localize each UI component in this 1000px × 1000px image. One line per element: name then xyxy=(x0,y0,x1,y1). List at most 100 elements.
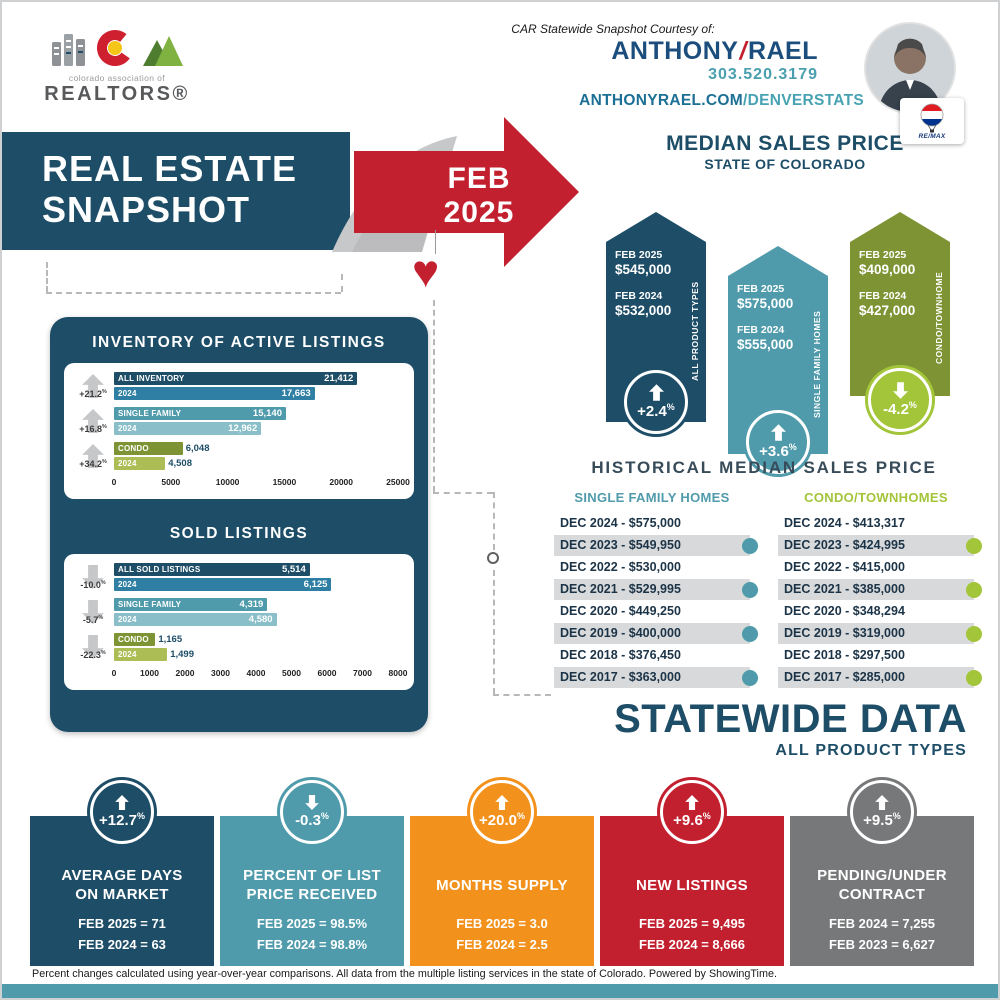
stat-card: +12.7% AVERAGE DAYS ON MARKET FEB 2025 = 71… xyxy=(30,780,214,966)
stat-title: NEW LISTINGS xyxy=(606,866,778,906)
history-row: DEC 2018 - $297,500 xyxy=(784,648,905,662)
axis-tick-label: 10000 xyxy=(215,477,240,487)
dot-icon xyxy=(742,669,758,686)
statewide-heading: STATEWIDE DATA ALL PRODUCT TYPES xyxy=(547,698,967,760)
axis-tick-label: 3000 xyxy=(211,668,230,678)
yoy-change-circle: -4.2% xyxy=(868,368,932,432)
bar-row: SINGLE FAMILY 4,319 xyxy=(114,598,398,611)
history-row: DEC 2022 - $415,000 xyxy=(784,560,905,574)
bar-value: 15,140 xyxy=(252,408,282,419)
axis-tick-label: 4000 xyxy=(246,668,266,678)
remax-label: RE/MAX xyxy=(918,132,946,140)
bar-row: SINGLE FAMILY 15,140 xyxy=(114,407,398,420)
bar-value: 5,514 xyxy=(281,564,306,575)
bar-prior-year: 2024 6,125 xyxy=(114,578,332,591)
bar-value: 6,125 xyxy=(303,579,328,590)
bar-label: ALL INVENTORY xyxy=(118,374,185,383)
history-row: DEC 2021 - $385,000 xyxy=(778,579,982,600)
dashed-connector xyxy=(493,570,495,694)
stat-title-line: ON MARKET xyxy=(75,886,169,903)
percent-change: +9.5% xyxy=(863,811,901,829)
bar-pair: SINGLE FAMILY 15,140 2024 12,962 xyxy=(114,407,398,435)
ribbon-category-label: SINGLE FAMILY HOMES xyxy=(812,310,822,418)
bar-prior-year: 2024 xyxy=(114,457,166,470)
dot-icon xyxy=(742,625,758,642)
percent-change: +3.6% xyxy=(759,442,797,460)
stat-value: FEB 2024 = 98.8% xyxy=(256,936,368,952)
axis-tick-label: 8000 xyxy=(388,668,408,678)
connector-dot xyxy=(487,552,499,564)
listings-charts-box: INVENTORY OF ACTIVE LISTINGS +21.2% ALL I… xyxy=(50,317,428,732)
up-arrow-icon xyxy=(648,384,664,401)
ribbon-category-label: ALL PRODUCT TYPES xyxy=(690,281,700,381)
bar-current-year: SINGLE FAMILY 15,140 xyxy=(114,407,286,420)
chart-group: +34.2% CONDO 6,048 2024 4,508 xyxy=(72,442,398,470)
footnote: Percent changes calculated using year-ov… xyxy=(32,968,777,980)
yoy-change-badge: -22.3% xyxy=(72,634,114,660)
yoy-change-circle: +3.6% xyxy=(746,410,810,474)
page-title: REAL ESTATE SNAPSHOT xyxy=(2,132,350,231)
title-banner: REAL ESTATE SNAPSHOT xyxy=(2,132,350,250)
stat-title-line: MONTHS SUPPLY xyxy=(436,876,568,894)
up-arrow-icon xyxy=(82,373,104,398)
stat-value: FEB 2024 = 7,255 xyxy=(829,916,935,931)
stat-card: -0.3% PERCENT OF LIST PRICE RECEIVED FEB 20… xyxy=(220,780,404,966)
bar-current-year: SINGLE FAMILY 4,319 xyxy=(114,598,268,611)
bar-row: 2024 17,663 xyxy=(114,387,398,400)
sold-chart-title: SOLD LISTINGS xyxy=(169,525,309,542)
axis-tick-label: 0 xyxy=(111,477,117,487)
stat-values: FEB 2025 = 98.5% FEB 2024 = 98.8% xyxy=(226,914,398,956)
dot-icon xyxy=(966,669,982,686)
person-silhouette-icon xyxy=(866,24,954,112)
bar-prior-year: 2024 xyxy=(114,648,168,661)
bar-row: 2024 1,499 xyxy=(114,648,398,661)
down-arrow-icon xyxy=(82,564,104,589)
dot-icon xyxy=(966,581,982,598)
axis-tick-label: 1000 xyxy=(140,668,159,678)
down-arrow-icon xyxy=(82,599,104,624)
agent-website: ANTHONYRAEL.COM/DENVERSTATS xyxy=(472,92,864,110)
report-year: 2025 xyxy=(443,195,515,229)
stat-cards-row: +12.7% AVERAGE DAYS ON MARKET FEB 2025 = 71… xyxy=(30,780,974,966)
stat-value: FEB 2024 = 63 xyxy=(78,936,166,952)
yoy-change-badge: +34.2% xyxy=(72,443,114,469)
dot-icon xyxy=(966,537,982,554)
bar-label: 2024 xyxy=(118,615,137,624)
percent-change: +2.4% xyxy=(637,402,675,420)
bar-current-year: CONDO xyxy=(114,633,156,646)
history-row: DEC 2017 - $285,000 xyxy=(778,667,982,688)
yoy-change-circle: -0.3% xyxy=(280,780,344,844)
bar-label: 2024 xyxy=(118,580,137,589)
bar-value: 6,048 xyxy=(185,443,210,454)
period-label: FEB 2025 xyxy=(737,283,785,295)
stat-value: FEB 2024 = 2.5 xyxy=(456,936,548,952)
yoy-change-value: +21.2% xyxy=(79,388,107,399)
stat-value: FEB 2025 = 71 xyxy=(78,916,166,931)
dashed-connector xyxy=(493,492,495,550)
bar-value: 4,580 xyxy=(248,614,273,625)
bar-label: SINGLE FAMILY xyxy=(118,409,182,418)
up-arrow-icon xyxy=(875,795,889,810)
agent-contact-block: CAR Statewide Snapshot Courtesy of: ANTH… xyxy=(472,22,864,110)
bar-row: ALL SOLD LISTINGS 5,514 xyxy=(114,563,398,576)
stat-title: PENDING/UNDER CONTRACT xyxy=(796,866,968,906)
up-arrow-icon xyxy=(82,408,104,433)
x-axis: 0 1000 2000 3000 4000 5000 6000 7000 8000 xyxy=(112,668,408,682)
axis-tick-label: 20000 xyxy=(329,477,354,487)
bar-value: 1,499 xyxy=(170,649,194,660)
yoy-change-circle: +9.5% xyxy=(850,780,914,844)
percent-change: -0.3% xyxy=(295,811,329,829)
remax-balloon-icon xyxy=(920,103,944,132)
bar-value: 17,663 xyxy=(281,388,311,399)
bar-label: CONDO xyxy=(118,444,149,453)
median-price: $545,000 xyxy=(615,262,672,277)
up-arrow-icon xyxy=(82,443,104,468)
bottom-accent-bar xyxy=(2,984,998,998)
stat-value: FEB 2023 = 6,627 xyxy=(829,936,935,952)
bar-pair: CONDO 1,165 2024 1,499 xyxy=(114,633,398,661)
down-arrow-icon xyxy=(305,795,319,810)
yoy-change-value: +34.2% xyxy=(79,458,107,469)
percent-change: +12.7% xyxy=(99,811,145,829)
chart-group: +16.8% SINGLE FAMILY 15,140 2024 12,962 xyxy=(72,407,398,435)
agent-name: ANTHONY/RAEL xyxy=(472,38,864,64)
